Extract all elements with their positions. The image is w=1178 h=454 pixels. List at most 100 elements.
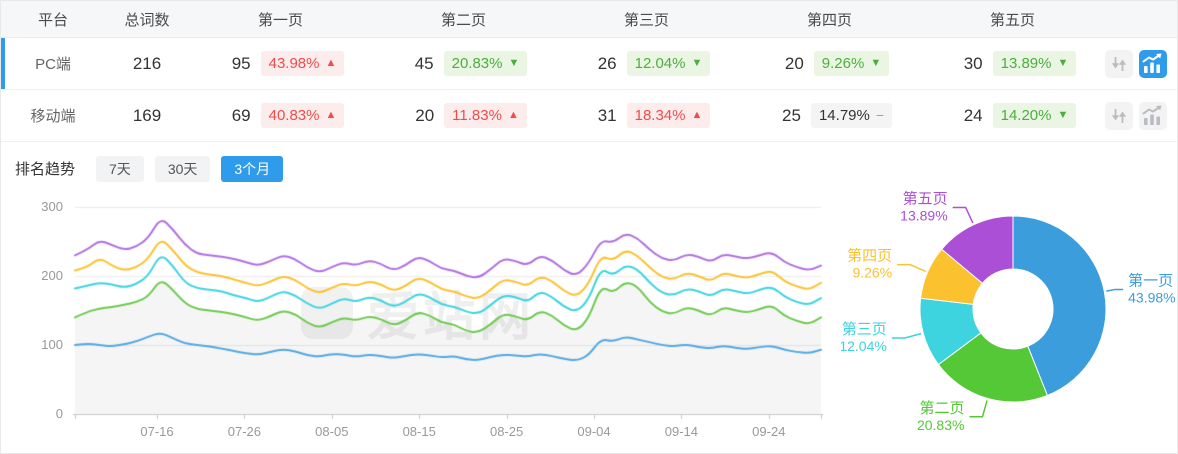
y-axis-tick-label: 0 xyxy=(55,406,63,421)
trend-arrow-icon xyxy=(870,58,881,69)
sort-updown-button[interactable] xyxy=(1105,101,1133,130)
pie-label: 第二页 xyxy=(919,399,964,417)
x-axis-tick-label: 08-25 xyxy=(489,424,524,439)
col-header-platform: 平台 xyxy=(37,11,68,29)
page5-change-badge: 14.20% xyxy=(992,103,1077,128)
pie-label: 第五页 xyxy=(903,189,948,207)
col-header-page1: 第一页 xyxy=(257,11,303,29)
trend-arrow-icon xyxy=(325,58,336,69)
pie-label: 20.83% xyxy=(917,417,964,433)
page5-cell: 24 14.20% xyxy=(921,103,1104,128)
page1-change-pct: 43.98% xyxy=(268,55,320,72)
page2-change-pct: 20.83% xyxy=(451,55,503,72)
page1-change-badge: 40.83% xyxy=(260,103,345,128)
page4-change-badge: 14.79% xyxy=(810,103,893,128)
page1-cell: 95 43.98% xyxy=(189,51,372,76)
page5-count: 24 xyxy=(963,105,983,125)
y-axis-tick-label: 300 xyxy=(41,199,63,214)
page5-change-badge: 13.89% xyxy=(992,51,1077,76)
page1-count: 69 xyxy=(231,105,251,125)
bar-chart-trend-icon xyxy=(1142,53,1162,73)
tab-30days[interactable]: 30天 xyxy=(154,155,211,182)
tab-7days[interactable]: 7天 xyxy=(96,155,144,182)
trend-arrow-icon xyxy=(325,110,336,121)
x-axis-tick-label: 09-14 xyxy=(664,424,699,439)
page3-change-pct: 12.04% xyxy=(634,55,686,72)
platform-cell: PC端 xyxy=(35,56,71,73)
table-row-pc[interactable]: PC端 216 95 43.98% 45 20.83% 26 12.04% 20… xyxy=(1,38,1177,90)
table-header: 平台 总词数 第一页 第二页 第三页 第四页 第五页 xyxy=(1,1,1177,38)
pie-label: 43.98% xyxy=(1128,289,1175,305)
page4-cell: 25 14.79% xyxy=(738,103,921,128)
pie-label: 13.89% xyxy=(900,207,947,223)
trend-arrow-icon xyxy=(1057,58,1068,69)
page2-change-pct: 11.83% xyxy=(452,107,502,124)
pie-label: 9.26% xyxy=(852,265,892,281)
pie-label-line xyxy=(891,332,922,339)
col-header-page4: 第四页 xyxy=(806,11,852,29)
trend-title: 排名趋势 xyxy=(15,161,76,178)
trend-arrow-icon xyxy=(508,110,519,121)
pie-label: 第一页 xyxy=(1128,271,1173,289)
page2-change-badge: 11.83% xyxy=(444,103,527,128)
page4-cell: 20 9.26% xyxy=(738,51,921,76)
page3-count: 31 xyxy=(597,105,617,125)
row-actions xyxy=(1104,101,1177,130)
page4-count: 25 xyxy=(782,105,801,125)
updown-arrows-icon xyxy=(1111,56,1127,71)
page5-change-pct: 14.20% xyxy=(1000,107,1052,124)
x-axis-tick-label: 07-26 xyxy=(227,424,262,439)
page5-cell: 30 13.89% xyxy=(921,51,1104,76)
page2-change-badge: 20.83% xyxy=(443,51,528,76)
x-axis-tick-label: 08-05 xyxy=(315,424,349,439)
col-header-page2: 第二页 xyxy=(440,11,486,29)
sort-updown-button[interactable] xyxy=(1105,49,1133,78)
x-axis-tick-label: 07-16 xyxy=(140,424,174,439)
trend-section-header: 排名趋势 7天 30天 3个月 xyxy=(1,142,1177,182)
col-header-page5: 第五页 xyxy=(989,11,1035,29)
pie-slice-第二页[interactable] xyxy=(937,332,1048,403)
page3-change-pct: 18.34% xyxy=(634,107,686,124)
bar-chart-trend-icon xyxy=(1142,105,1162,125)
trend-chart-button[interactable] xyxy=(1139,49,1167,78)
page3-cell: 26 12.04% xyxy=(555,51,738,76)
page4-change-pct: 14.79% xyxy=(818,107,870,124)
page3-count: 26 xyxy=(597,53,617,73)
pie-slice-第一页[interactable] xyxy=(1012,215,1107,397)
trend-arrow-icon xyxy=(876,108,884,123)
page4-change-badge: 9.26% xyxy=(813,51,890,76)
page1-change-badge: 43.98% xyxy=(260,51,345,76)
updown-arrows-icon xyxy=(1111,108,1127,123)
page2-cell: 20 11.83% xyxy=(372,103,555,128)
pie-label-line xyxy=(1106,288,1124,292)
page2-cell: 45 20.83% xyxy=(372,51,555,76)
pie-label-line xyxy=(969,400,988,418)
table-row-mobile[interactable]: 移动端 169 69 40.83% 20 11.83% 31 18.34% 25… xyxy=(1,90,1177,142)
x-axis-tick-label: 09-04 xyxy=(577,424,611,439)
page2-count: 45 xyxy=(414,53,434,73)
total-words-cell: 216 xyxy=(132,53,162,73)
rank-trend-line-chart xyxy=(73,197,823,425)
col-header-total-words: 总词数 xyxy=(124,11,170,29)
tab-3months[interactable]: 3个月 xyxy=(221,155,284,182)
pie-label: 第四页 xyxy=(847,247,892,265)
page1-count: 95 xyxy=(231,53,251,73)
page3-cell: 31 18.34% xyxy=(555,103,738,128)
page2-count: 20 xyxy=(415,105,435,125)
page5-change-pct: 13.89% xyxy=(1000,55,1052,72)
trend-arrow-icon xyxy=(691,58,702,69)
pie-slice-第五页[interactable] xyxy=(941,215,1014,284)
pie-label-line xyxy=(897,263,927,273)
pie-label: 第三页 xyxy=(842,320,887,338)
page1-cell: 69 40.83% xyxy=(189,103,372,128)
page1-change-pct: 40.83% xyxy=(268,107,320,124)
platform-cell: 移动端 xyxy=(30,108,76,125)
page3-change-badge: 12.04% xyxy=(626,51,711,76)
col-header-page3: 第三页 xyxy=(623,11,669,29)
pie-label: 12.04% xyxy=(841,338,887,354)
trend-arrow-icon xyxy=(508,58,519,69)
trend-chart-button[interactable] xyxy=(1139,101,1167,130)
page5-count: 30 xyxy=(963,53,983,73)
